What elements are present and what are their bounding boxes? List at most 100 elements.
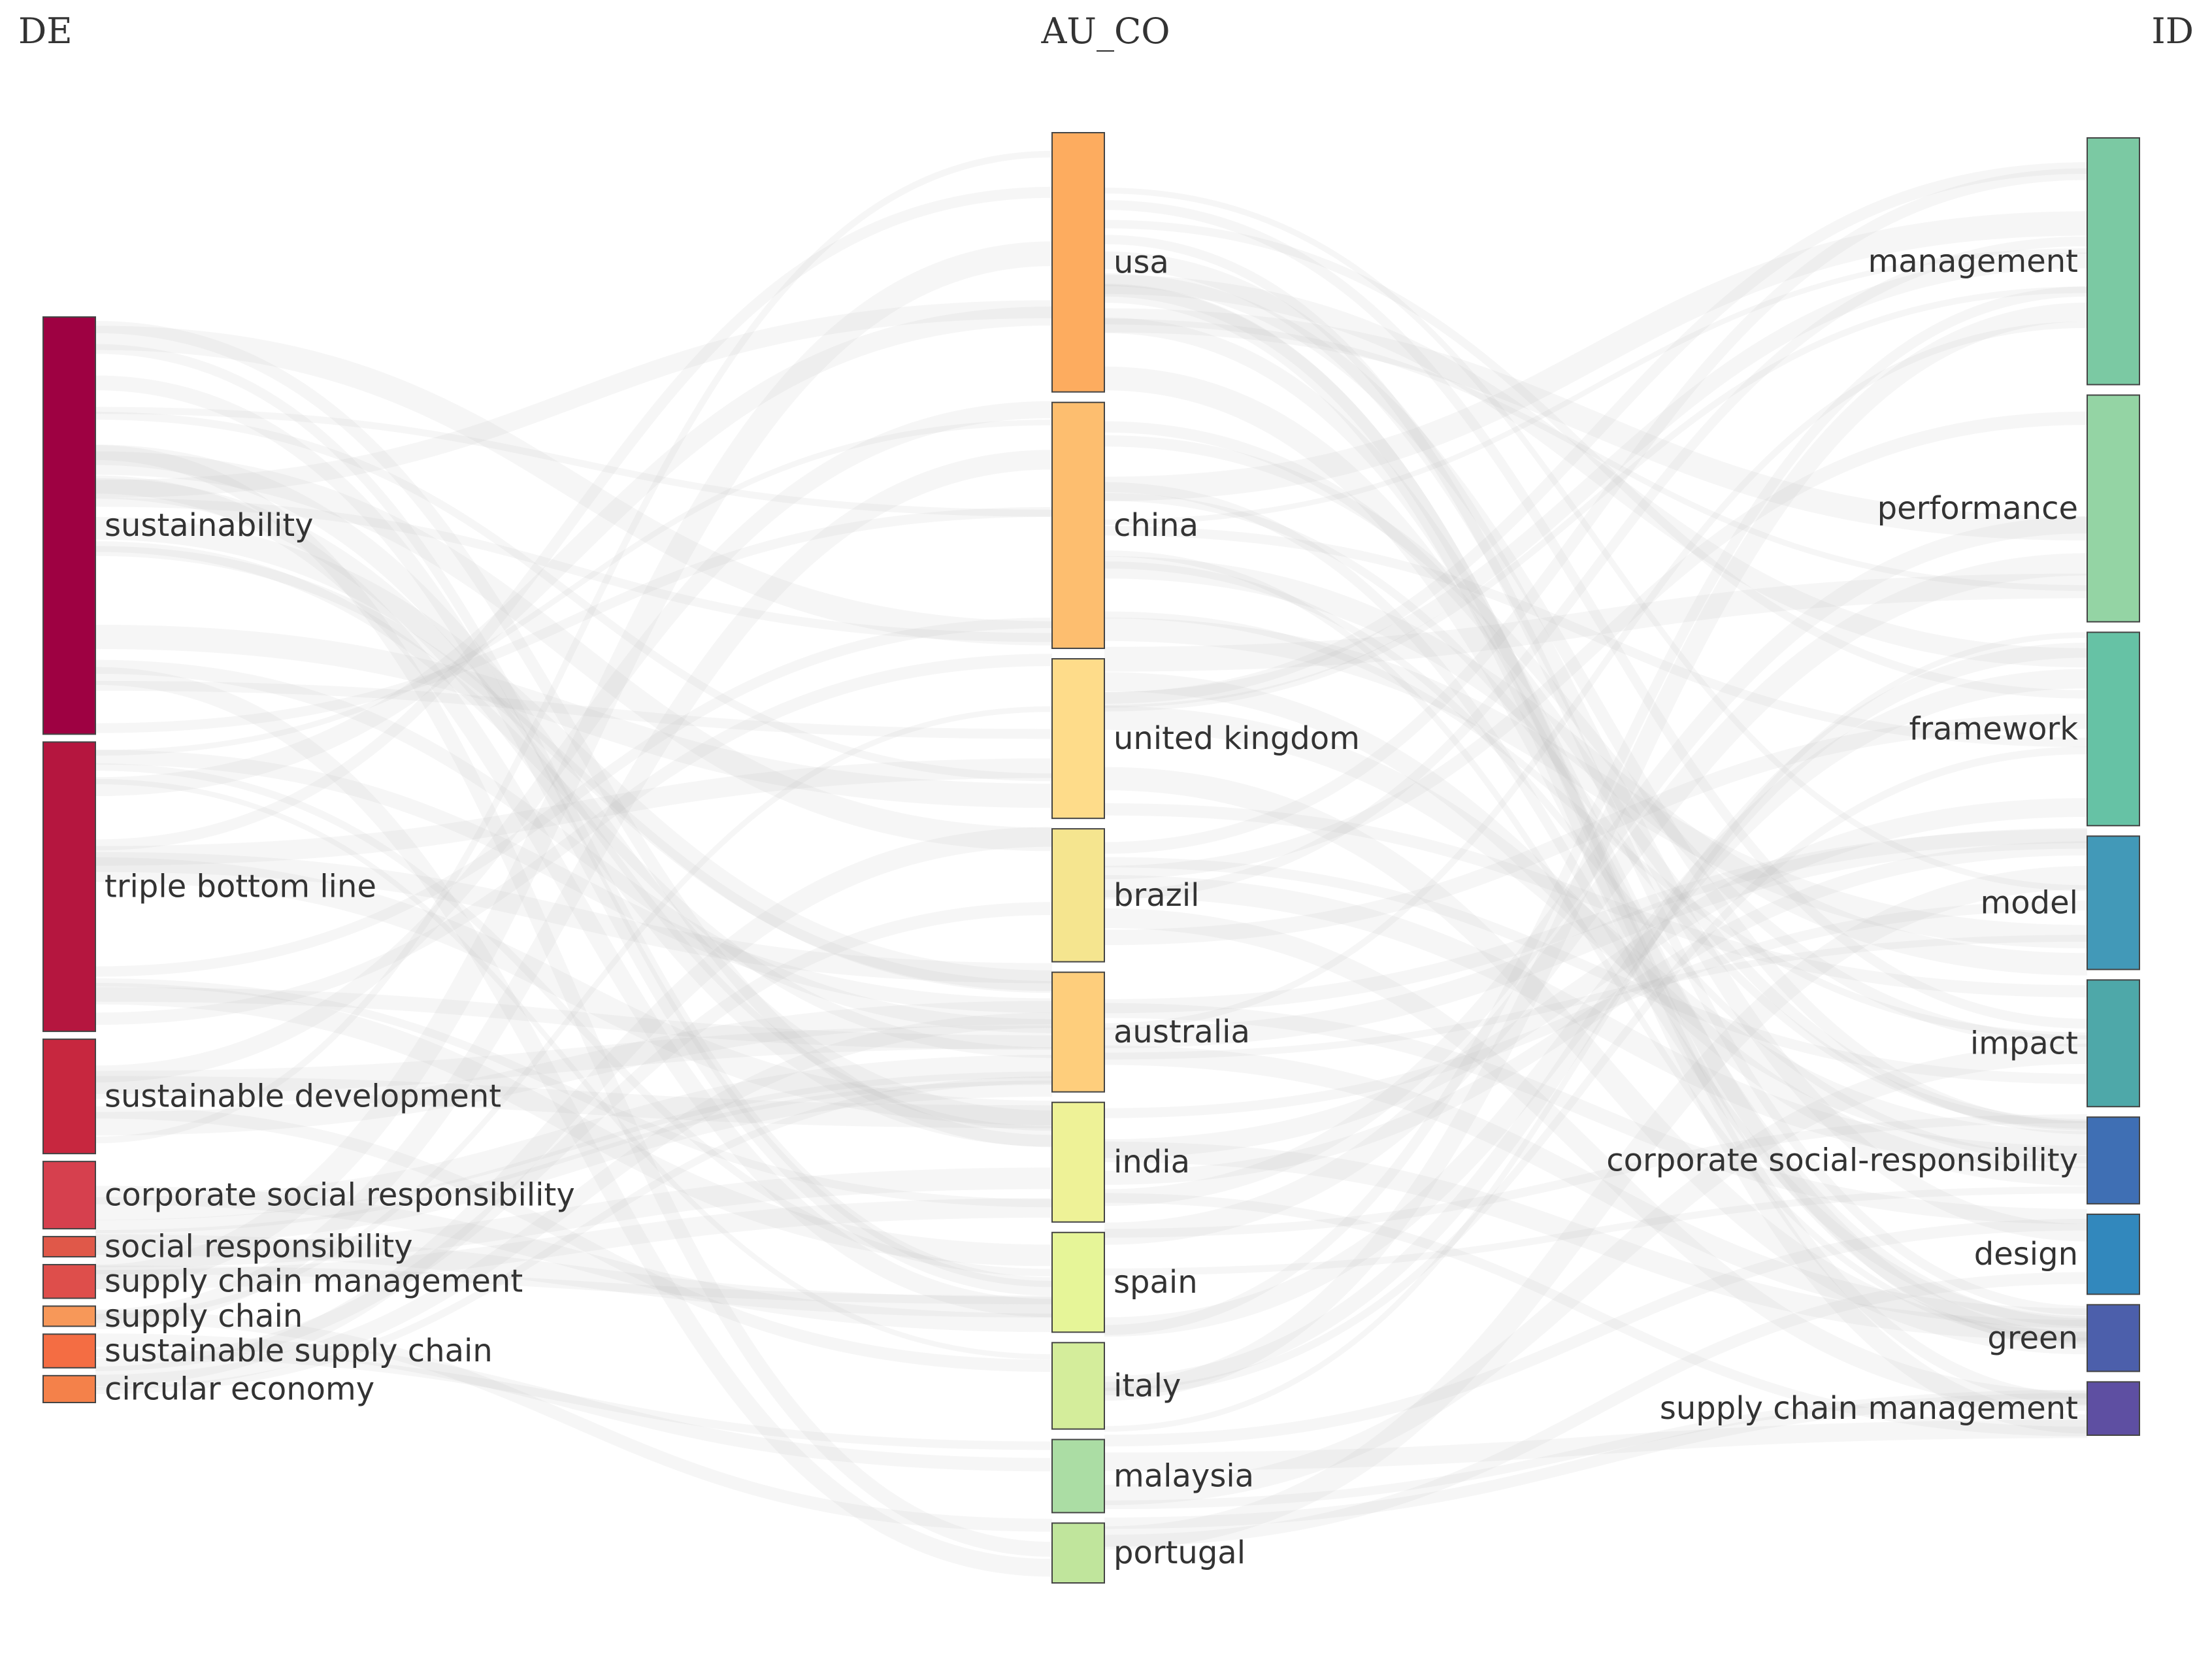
node-label-2-3: model bbox=[1981, 884, 2078, 921]
sankey-link bbox=[95, 344, 1053, 1288]
node-label-0-3: corporate social responsibility bbox=[105, 1177, 575, 1214]
node-label-2-7: green bbox=[1987, 1320, 2078, 1356]
node-2-3[interactable] bbox=[2087, 835, 2140, 971]
sankey-link bbox=[1104, 1420, 2088, 1471]
sankey-link bbox=[1104, 1272, 2088, 1547]
sankey-link bbox=[95, 325, 1053, 646]
node-2-7[interactable] bbox=[2087, 1304, 2140, 1372]
node-label-2-0: management bbox=[1868, 243, 2078, 280]
node-1-7[interactable] bbox=[1051, 1342, 1105, 1430]
node-2-1[interactable] bbox=[2087, 394, 2140, 623]
sankey-link bbox=[95, 902, 1053, 1372]
sankey-link bbox=[95, 827, 1053, 1387]
node-label-1-2: united kingdom bbox=[1114, 720, 1360, 757]
sankey-link bbox=[95, 987, 1053, 1050]
sankey-link bbox=[95, 750, 1053, 1014]
sankey-link bbox=[95, 300, 1053, 498]
node-label-0-1: triple bottom line bbox=[105, 869, 376, 905]
sankey-link bbox=[1104, 1389, 2088, 1510]
node-1-0[interactable] bbox=[1051, 132, 1105, 393]
sankey-link bbox=[1104, 321, 2088, 1030]
sankey-link bbox=[95, 1080, 1053, 1246]
node-1-8[interactable] bbox=[1051, 1438, 1105, 1514]
node-2-6[interactable] bbox=[2087, 1213, 2140, 1295]
sankey-link bbox=[1104, 1193, 2088, 1437]
sankey-link bbox=[95, 1071, 1053, 1233]
sankey-link bbox=[95, 654, 1053, 1025]
links-layer bbox=[95, 150, 2088, 1577]
node-0-0[interactable] bbox=[42, 316, 96, 735]
sankey-link bbox=[1104, 516, 2088, 1206]
sankey-link bbox=[1104, 1114, 2088, 1238]
sankey-link bbox=[1104, 273, 2088, 1135]
node-0-3[interactable] bbox=[42, 1161, 96, 1230]
sankey-link bbox=[1104, 248, 2088, 525]
sankey-link bbox=[95, 1186, 1053, 1333]
sankey-link bbox=[1104, 284, 2088, 1406]
node-label-1-0: usa bbox=[1114, 244, 1169, 280]
node-label-2-4: impact bbox=[1970, 1025, 2078, 1061]
node-1-9[interactable] bbox=[1051, 1522, 1105, 1584]
sankey-link bbox=[95, 624, 1053, 808]
sankey-link bbox=[95, 401, 1053, 1083]
sankey-link bbox=[1104, 706, 2088, 1155]
sankey-link bbox=[95, 778, 1053, 1360]
sankey-link bbox=[1104, 827, 2088, 1048]
sankey-link bbox=[1104, 803, 2088, 998]
node-label-1-1: china bbox=[1114, 507, 1198, 544]
node-0-8[interactable] bbox=[42, 1374, 96, 1403]
node-2-8[interactable] bbox=[2087, 1381, 2140, 1436]
sankey-link bbox=[1104, 211, 2088, 501]
node-2-4[interactable] bbox=[2087, 979, 2140, 1108]
sankey-link bbox=[95, 546, 1053, 991]
sankey-link bbox=[1104, 617, 2088, 949]
sankey-link bbox=[95, 1076, 1053, 1395]
sankey-link bbox=[1104, 874, 2088, 1169]
sankey-link bbox=[1104, 317, 2088, 1348]
node-1-3[interactable] bbox=[1051, 828, 1105, 963]
node-0-7[interactable] bbox=[42, 1333, 96, 1369]
sankey-link bbox=[95, 450, 1053, 1329]
sankey-link bbox=[95, 241, 1053, 1289]
node-0-5[interactable] bbox=[42, 1263, 96, 1299]
sankey-link bbox=[1104, 767, 2088, 1355]
node-1-1[interactable] bbox=[1051, 401, 1105, 650]
sankey-link bbox=[1104, 1003, 2088, 1224]
sankey-link bbox=[95, 758, 1053, 866]
sankey-link bbox=[1104, 908, 2088, 1411]
node-1-5[interactable] bbox=[1051, 1101, 1105, 1223]
sankey-link bbox=[1104, 188, 2088, 891]
sankey-link bbox=[1104, 308, 2088, 541]
sankey-link bbox=[1104, 1218, 2088, 1447]
sankey-link bbox=[1104, 1045, 2088, 1328]
sankey-link bbox=[95, 1333, 1053, 1472]
sankey-link bbox=[95, 1167, 1053, 1268]
sankey-link bbox=[1104, 561, 2088, 1163]
node-0-6[interactable] bbox=[42, 1305, 96, 1327]
sankey-link bbox=[1104, 1186, 2088, 1276]
node-2-5[interactable] bbox=[2087, 1116, 2140, 1205]
node-0-4[interactable] bbox=[42, 1236, 96, 1257]
node-1-2[interactable] bbox=[1051, 658, 1105, 820]
node-label-0-8: circular economy bbox=[105, 1371, 374, 1407]
node-0-1[interactable] bbox=[42, 741, 96, 1033]
sankey-link bbox=[95, 150, 1053, 1144]
sankey-link bbox=[1104, 168, 2088, 854]
node-label-1-8: malaysia bbox=[1114, 1458, 1254, 1495]
node-0-2[interactable] bbox=[42, 1039, 96, 1155]
sankey-link bbox=[95, 451, 1053, 852]
node-1-4[interactable] bbox=[1051, 971, 1105, 1093]
sankey-link bbox=[95, 680, 1053, 739]
sankey-link bbox=[1104, 525, 2088, 748]
sankey-link bbox=[1104, 553, 2088, 1245]
node-2-2[interactable] bbox=[2087, 631, 2140, 827]
node-2-0[interactable] bbox=[2087, 137, 2140, 386]
node-label-2-2: framework bbox=[1909, 710, 2079, 747]
node-1-6[interactable] bbox=[1051, 1231, 1105, 1333]
sankey-link bbox=[95, 1265, 1053, 1305]
sankey-link bbox=[95, 321, 1053, 1148]
column-title-1: AU_CO bbox=[1040, 10, 1170, 52]
sankey-link bbox=[95, 1198, 1053, 1289]
sankey-link bbox=[1104, 556, 2088, 976]
